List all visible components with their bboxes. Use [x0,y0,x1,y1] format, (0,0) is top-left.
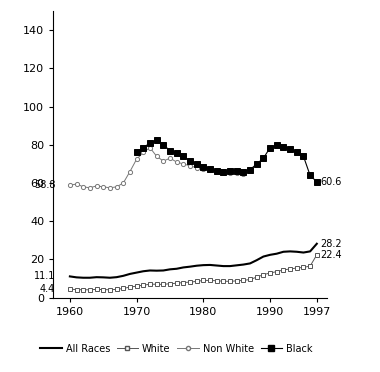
Text: 28.2: 28.2 [320,239,342,249]
Text: 58.8: 58.8 [34,180,55,190]
Text: 4.4: 4.4 [40,284,55,294]
Text: 11.1: 11.1 [34,272,55,281]
Legend: All Races, White, Non White, Black: All Races, White, Non White, Black [36,340,316,357]
Text: 22.4: 22.4 [320,250,342,260]
Text: 60.6: 60.6 [320,177,342,187]
